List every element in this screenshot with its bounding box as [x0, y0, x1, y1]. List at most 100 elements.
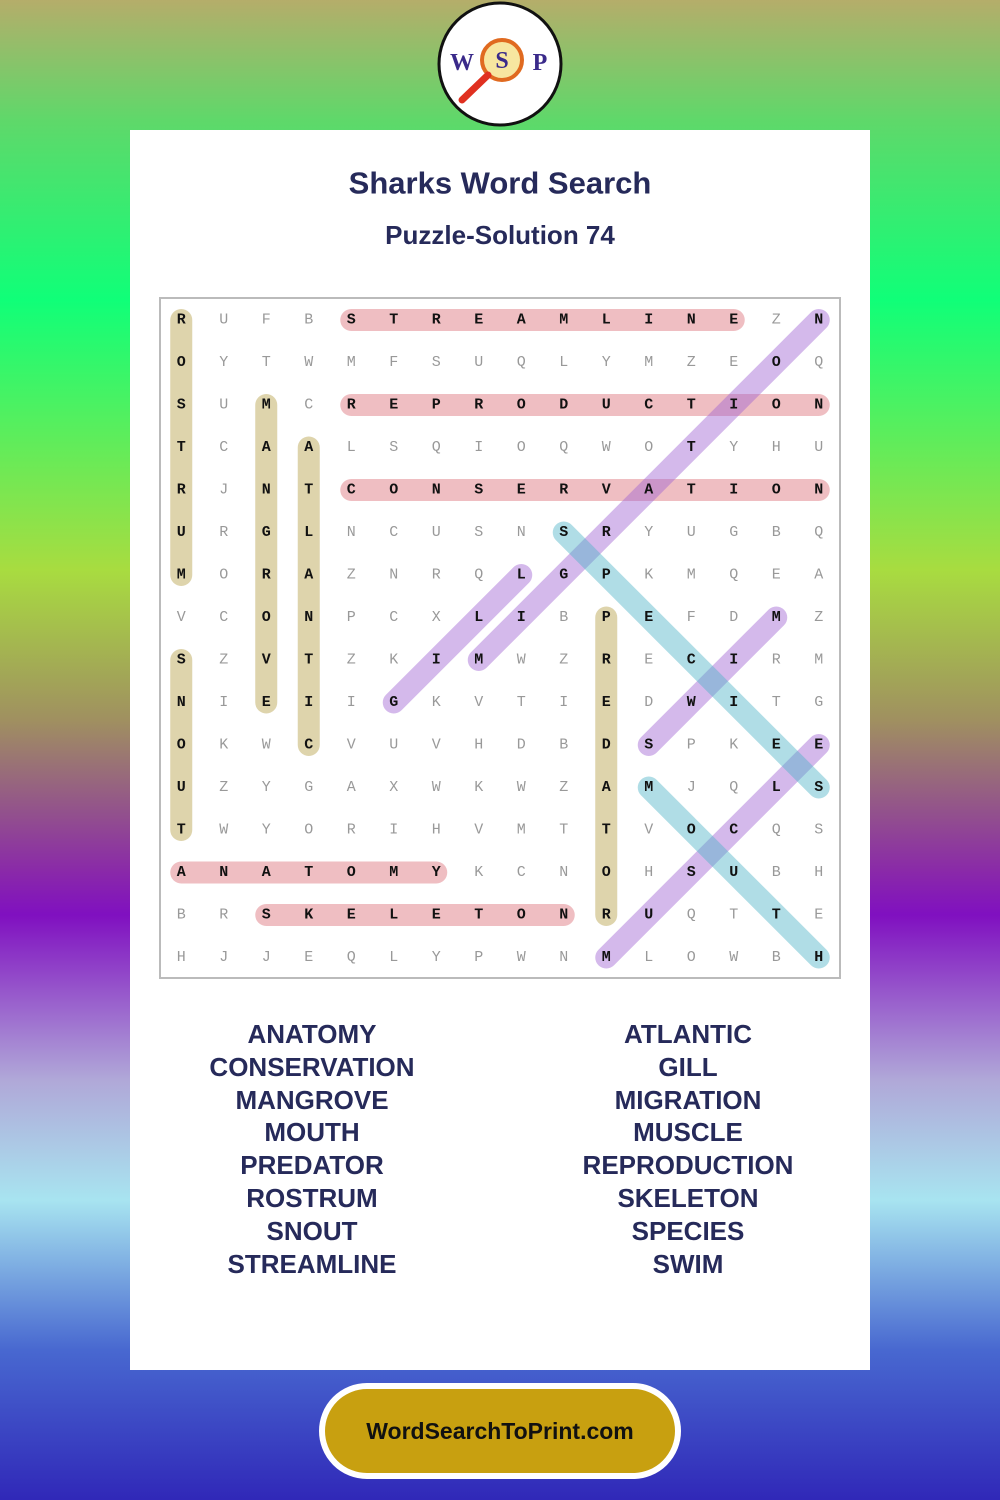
- grid-letter: L: [517, 567, 526, 584]
- grid-letter: N: [814, 312, 823, 329]
- grid-letter: G: [304, 779, 313, 796]
- grid-letter: E: [262, 694, 271, 711]
- grid-letter: Z: [772, 312, 781, 329]
- grid-letter: J: [262, 949, 271, 966]
- grid-letter: Y: [432, 949, 441, 966]
- grid-letter: I: [729, 652, 738, 669]
- grid-letter: C: [304, 397, 313, 414]
- grid-letter: L: [347, 439, 356, 456]
- grid-letter: E: [432, 907, 441, 924]
- grid-letter: W: [219, 822, 228, 839]
- grid-letter: H: [432, 822, 441, 839]
- grid-letter: I: [219, 694, 228, 711]
- grid-letter: S: [814, 779, 823, 796]
- word: SPECIES: [631, 1215, 745, 1246]
- grid-letter: X: [432, 609, 441, 626]
- grid-letter: A: [177, 864, 186, 881]
- logo-handle: [458, 71, 492, 104]
- grid-letter: T: [177, 822, 186, 839]
- grid-letter: I: [347, 694, 356, 711]
- grid-letter: B: [772, 524, 781, 541]
- grid-letter: Q: [559, 439, 568, 456]
- grid-letter: B: [772, 864, 781, 881]
- grid-letter: I: [517, 609, 526, 626]
- letters: R U F B S T R E A M L I N E Z N O Y T W M F S U Q L Y M Z E O Q S U M C R E P R…: [177, 312, 824, 967]
- grid-letter: P: [602, 567, 611, 584]
- grid-letter: V: [262, 652, 271, 669]
- grid-letter: O: [304, 822, 313, 839]
- grid-letter: M: [474, 652, 483, 669]
- grid-letter: N: [814, 482, 823, 499]
- grid-letter: W: [517, 779, 526, 796]
- grid-letter: G: [814, 694, 823, 711]
- grid-letter: W: [602, 439, 611, 456]
- grid-letter: D: [729, 609, 738, 626]
- grid-letter: M: [389, 864, 398, 881]
- grid-letter: Z: [347, 567, 356, 584]
- grid-letter: V: [644, 822, 653, 839]
- grid-letter: U: [177, 779, 186, 796]
- grid-letter: O: [602, 864, 611, 881]
- grid-letter: P: [474, 949, 483, 966]
- grid-letter: U: [602, 397, 611, 414]
- grid-letter: E: [644, 609, 653, 626]
- grid-letter: U: [474, 354, 483, 371]
- grid-letter: Q: [347, 949, 356, 966]
- word: STREAMLINE: [227, 1248, 397, 1279]
- grid-letter: N: [687, 312, 696, 329]
- grid-letter: U: [389, 737, 398, 754]
- grid-letter: S: [559, 524, 568, 541]
- grid-letter: A: [262, 864, 271, 881]
- grid-letter: E: [602, 694, 611, 711]
- grid-letter: L: [474, 609, 483, 626]
- grid-letter: A: [644, 482, 653, 499]
- grid-letter: W: [729, 949, 738, 966]
- grid-letter: K: [432, 694, 441, 711]
- word: MUSCLE: [633, 1117, 743, 1148]
- grid-letter: I: [644, 312, 653, 329]
- card: [130, 130, 870, 1370]
- grid-letter: T: [389, 312, 398, 329]
- grid-letter: B: [177, 907, 186, 924]
- grid-letter: K: [219, 737, 228, 754]
- grid-letter: C: [389, 609, 398, 626]
- grid-letter: C: [644, 397, 653, 414]
- grid-letter: E: [389, 397, 398, 414]
- grid-letter: N: [814, 397, 823, 414]
- grid-letter: F: [262, 312, 271, 329]
- word-highlight: [552, 521, 830, 799]
- grid-letter: S: [432, 354, 441, 371]
- grid-letter: A: [304, 439, 313, 456]
- grid-letter: B: [559, 737, 568, 754]
- grid-letter: M: [814, 652, 823, 669]
- grid-letter: T: [687, 482, 696, 499]
- grid-letter: Z: [559, 779, 568, 796]
- grid-letter: R: [219, 524, 228, 541]
- grid-letter: S: [687, 864, 696, 881]
- grid-letter: X: [389, 779, 398, 796]
- grid-letter: C: [389, 524, 398, 541]
- grid-letter: T: [177, 439, 186, 456]
- grid-letter: R: [177, 482, 186, 499]
- grid-letter: D: [517, 737, 526, 754]
- grid-letter: R: [432, 567, 441, 584]
- grid-letter: D: [559, 397, 568, 414]
- grid-letter: L: [772, 779, 781, 796]
- grid-letter: M: [644, 779, 653, 796]
- grid-letter: I: [474, 439, 483, 456]
- grid-letter: E: [474, 312, 483, 329]
- grid-letter: U: [432, 524, 441, 541]
- grid-letter: C: [219, 609, 228, 626]
- grid-letter: S: [389, 439, 398, 456]
- grid-letter: G: [262, 524, 271, 541]
- grid-letter: S: [474, 482, 483, 499]
- word: SNOUT: [266, 1215, 358, 1246]
- grid-letter: A: [304, 567, 313, 584]
- grid-letter: F: [389, 354, 398, 371]
- grid-letter: O: [347, 864, 356, 881]
- grid-letter: L: [304, 524, 313, 541]
- word: SKELETON: [617, 1182, 759, 1213]
- grid-letter: Y: [432, 864, 441, 881]
- word-highlight: [595, 734, 830, 969]
